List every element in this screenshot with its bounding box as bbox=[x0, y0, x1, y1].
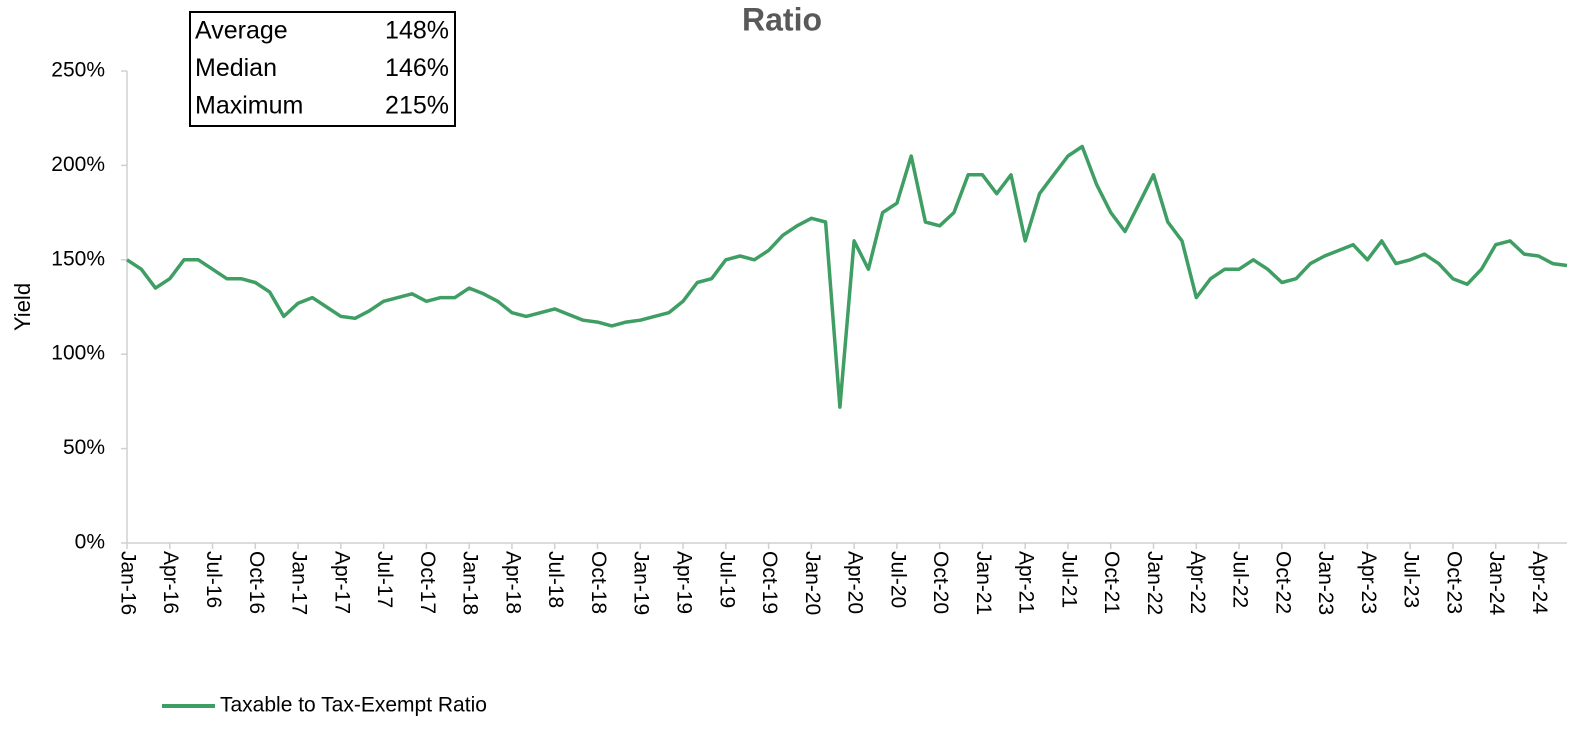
x-tick-label: Oct-18 bbox=[587, 551, 610, 614]
y-tick-label: 50% bbox=[63, 436, 105, 459]
x-tick-label: Jan-24 bbox=[1485, 551, 1508, 616]
stat-label: Average bbox=[195, 17, 288, 45]
x-tick-label: Oct-23 bbox=[1442, 551, 1465, 614]
x-tick-label: Oct-20 bbox=[929, 551, 952, 614]
y-tick-label: 0% bbox=[75, 531, 105, 554]
x-tick-label: Oct-19 bbox=[758, 551, 781, 614]
x-tick-label: Oct-16 bbox=[245, 551, 268, 614]
x-tick-label: Jan-17 bbox=[288, 551, 311, 615]
x-tick-label: Apr-16 bbox=[159, 551, 182, 614]
x-tick-label: Apr-22 bbox=[1186, 551, 1209, 614]
x-tick-label: Jul-16 bbox=[202, 551, 225, 608]
x-tick-label: Jan-18 bbox=[459, 551, 482, 615]
x-tick-label: Oct-22 bbox=[1271, 551, 1294, 614]
stat-value: 148% bbox=[385, 17, 449, 45]
legend-label: Taxable to Tax-Exempt Ratio bbox=[220, 694, 487, 717]
x-tick-label: Apr-18 bbox=[501, 551, 524, 614]
x-tick-label: Oct-17 bbox=[416, 551, 439, 614]
x-tick-label: Jan-23 bbox=[1314, 551, 1337, 615]
x-tick-label: Apr-20 bbox=[844, 551, 867, 614]
x-tick-label: Jul-19 bbox=[715, 551, 738, 608]
x-tick-label: Jan-16 bbox=[116, 551, 139, 615]
data-line bbox=[126, 144, 1568, 409]
x-tick-label: Apr-19 bbox=[672, 551, 695, 614]
x-tick-label: Oct-21 bbox=[1100, 551, 1123, 614]
y-tick-label: 150% bbox=[51, 247, 105, 270]
stat-value: 215% bbox=[385, 92, 449, 120]
x-tick-label: Jan-20 bbox=[801, 551, 824, 615]
x-tick-label: Apr-24 bbox=[1528, 551, 1551, 614]
x-tick-label: Apr-21 bbox=[1015, 551, 1038, 614]
x-tick-label: Jul-18 bbox=[544, 551, 567, 608]
x-tick-label: Jan-21 bbox=[972, 551, 995, 615]
x-tick-label: Jul-17 bbox=[373, 551, 396, 608]
x-tick-label: Jul-20 bbox=[886, 551, 909, 608]
y-axis-label: Yield bbox=[10, 283, 35, 331]
y-tick-label: 100% bbox=[51, 342, 105, 365]
stats-box bbox=[189, 11, 456, 127]
x-tick-label: Jul-22 bbox=[1229, 551, 1252, 608]
y-tick-label: 200% bbox=[51, 153, 105, 176]
x-tick-label: Jan-19 bbox=[630, 551, 653, 615]
chart-title: Ratio bbox=[742, 1, 822, 37]
x-tick-label: Jul-23 bbox=[1400, 551, 1423, 608]
x-tick-label: Apr-17 bbox=[330, 551, 353, 614]
x-tick-label: Apr-23 bbox=[1357, 551, 1380, 614]
y-tick-label: 250% bbox=[51, 59, 105, 82]
x-tick-label: Jan-22 bbox=[1143, 551, 1166, 615]
stat-value: 146% bbox=[385, 54, 449, 82]
stat-label: Maximum bbox=[195, 92, 303, 120]
stat-label: Median bbox=[195, 54, 277, 82]
x-tick-label: Jul-21 bbox=[1057, 551, 1080, 608]
